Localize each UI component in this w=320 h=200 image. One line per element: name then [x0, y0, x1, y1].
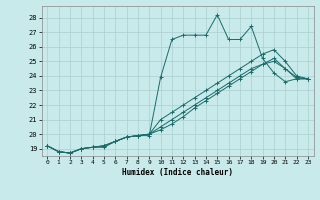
X-axis label: Humidex (Indice chaleur): Humidex (Indice chaleur)	[122, 168, 233, 177]
